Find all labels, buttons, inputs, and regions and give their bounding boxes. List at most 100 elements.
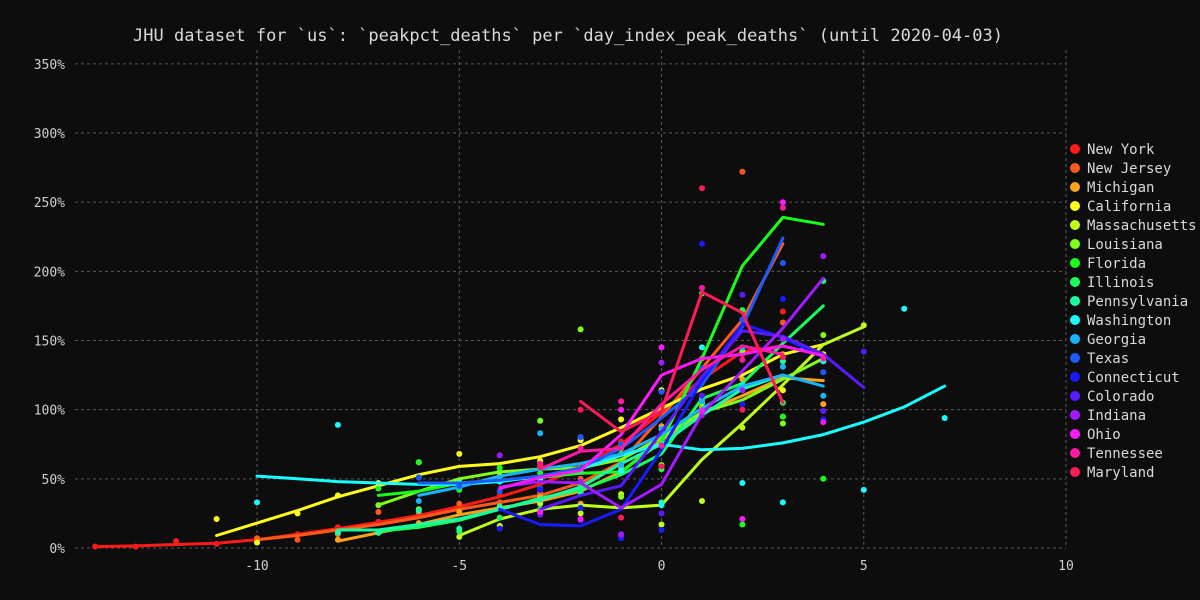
- legend-label: Colorado: [1087, 389, 1154, 405]
- legend-swatch: [1070, 239, 1080, 249]
- legend-label: Massachusetts: [1087, 218, 1197, 234]
- x-tick-label: 5: [860, 559, 868, 574]
- data-point-california: [294, 510, 301, 517]
- legend-swatch: [1070, 163, 1080, 173]
- data-point-california: [618, 416, 625, 423]
- axis-layer: 0% 50% 100% 150% 200% 250% 300% 350% -10 -5 0 5 10: [34, 58, 1074, 574]
- y-tick-label: 150%: [34, 335, 65, 350]
- legend-swatch: [1070, 296, 1080, 306]
- data-point-washington: [941, 415, 948, 421]
- data-point-georgia: [618, 462, 625, 468]
- legend-swatch: [1070, 391, 1080, 401]
- legend-item-ohio: Ohio: [1070, 427, 1121, 443]
- data-point-louisiana: [820, 332, 827, 338]
- legend-item-connecticut: Connecticut: [1070, 370, 1180, 386]
- data-point-washington: [254, 499, 260, 506]
- data-point-indiana: [820, 253, 827, 260]
- x-tick-label: 10: [1058, 559, 1074, 574]
- data-point-washington: [739, 480, 746, 486]
- legend-swatch: [1070, 372, 1080, 382]
- data-point-louisiana: [577, 326, 584, 333]
- data-point-louisiana: [618, 493, 625, 500]
- data-point-maryland: [739, 406, 746, 413]
- data-point-california: [779, 387, 786, 394]
- data-point-texas: [577, 434, 584, 441]
- legend-swatch: [1070, 277, 1080, 287]
- data-point-washington: [658, 502, 665, 509]
- series-new-jersey: [254, 168, 786, 543]
- data-point-illinois: [496, 514, 503, 521]
- legend-swatch: [1070, 144, 1080, 154]
- data-point-georgia: [820, 392, 827, 399]
- legend-swatch: [1070, 201, 1080, 211]
- x-tick-label: 0: [658, 559, 666, 574]
- legend-label: Ohio: [1087, 427, 1121, 443]
- data-point-new-jersey: [294, 536, 301, 543]
- data-point-new-york: [132, 543, 139, 550]
- data-point-tennessee: [618, 398, 625, 405]
- legend-swatch: [1070, 220, 1080, 230]
- legend-label: Maryland: [1087, 465, 1154, 481]
- legend-item-california: California: [1070, 199, 1171, 215]
- legend-label: Tennessee: [1087, 446, 1163, 462]
- data-point-massachusetts: [860, 322, 867, 329]
- data-point-massachusetts: [658, 521, 665, 528]
- series-layer: [92, 168, 948, 550]
- legend-swatch: [1070, 410, 1080, 420]
- legend-item-new-jersey: New Jersey: [1070, 161, 1171, 177]
- y-tick-label: 50%: [42, 473, 66, 488]
- data-point-florida: [375, 485, 382, 492]
- legend-swatch: [1070, 448, 1080, 458]
- data-point-tennessee: [577, 445, 584, 452]
- data-point-washington: [334, 421, 341, 428]
- data-point-connecticut: [739, 401, 746, 408]
- data-point-tennessee: [820, 355, 827, 362]
- data-point-maryland: [658, 463, 665, 470]
- data-point-ohio: [699, 408, 705, 414]
- data-point-tennessee: [658, 442, 665, 449]
- data-point-new-jersey: [375, 509, 382, 515]
- data-point-louisiana: [537, 417, 544, 424]
- data-point-colorado: [860, 348, 867, 355]
- data-point-california: [213, 516, 220, 522]
- legend-swatch: [1070, 258, 1080, 268]
- data-point-florida: [496, 464, 503, 471]
- data-point-texas: [496, 488, 503, 495]
- data-point-massachusetts: [739, 424, 746, 431]
- legend-label: Pennsylvania: [1087, 294, 1188, 310]
- data-point-florida: [779, 413, 786, 420]
- series-line-indiana: [498, 276, 825, 510]
- data-point-new-york: [173, 538, 180, 545]
- data-point-tennessee: [779, 204, 786, 211]
- legend-label: Washington: [1087, 313, 1171, 329]
- legend-item-washington: Washington: [1070, 313, 1171, 329]
- legend-item-georgia: Georgia: [1070, 332, 1146, 348]
- legend-swatch: [1070, 353, 1080, 363]
- data-point-new-jersey: [254, 535, 260, 542]
- chart-title: JHU dataset for `us`: `peakpct_deaths` p…: [133, 26, 1003, 46]
- legend-item-maryland: Maryland: [1070, 465, 1154, 481]
- data-point-ohio: [739, 516, 746, 522]
- data-point-washington: [860, 486, 867, 493]
- data-point-texas: [779, 260, 786, 266]
- data-point-colorado: [820, 408, 827, 414]
- legend-swatch: [1070, 334, 1080, 344]
- data-point-indiana: [779, 336, 786, 343]
- y-tick-label: 350%: [34, 58, 65, 73]
- series-line-illinois: [376, 304, 825, 533]
- data-point-connecticut: [537, 486, 544, 493]
- legend-label: Indiana: [1087, 408, 1146, 424]
- data-point-michigan: [820, 401, 827, 408]
- x-tick-label: -10: [245, 559, 268, 574]
- legend-item-louisiana: Louisiana: [1070, 237, 1163, 253]
- data-point-indiana: [739, 387, 746, 394]
- legend-item-florida: Florida: [1070, 256, 1146, 272]
- legend-label: Georgia: [1087, 332, 1146, 348]
- data-point-tennessee: [699, 284, 705, 291]
- data-point-new-jersey: [739, 168, 746, 175]
- legend-label: Illinois: [1087, 275, 1154, 291]
- data-point-georgia: [699, 398, 705, 405]
- data-point-new-york: [213, 540, 220, 547]
- data-point-ohio: [577, 516, 584, 522]
